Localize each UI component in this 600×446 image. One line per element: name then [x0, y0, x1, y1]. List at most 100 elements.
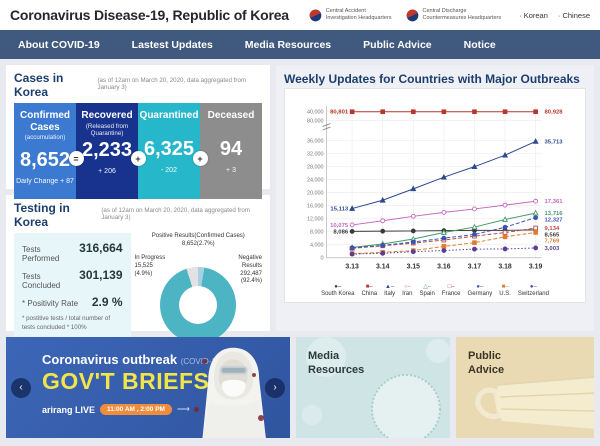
legend-label: Spain: [419, 291, 435, 298]
testing-title: Testing in Korea: [14, 201, 70, 229]
banner-live-label: arirang LIVE: [42, 404, 96, 415]
card-title-line1: Media: [308, 350, 340, 362]
testing-stats: Tests Performed 316,664 Tests Concluded …: [14, 233, 131, 349]
stat-label: Quarantined: [139, 110, 199, 121]
lang-chinese[interactable]: · Chinese: [557, 10, 590, 20]
weekly-chart-box: 0 4,000 8,000 12,000 16,000 20,000 24,000 28,00…: [284, 88, 586, 304]
banner-headline: Coronavirus outbreak: [42, 352, 178, 367]
public-advice-card[interactable]: Public Advice: [456, 337, 594, 438]
svg-text:10,075: 10,075: [330, 223, 349, 229]
svg-text:8,000: 8,000: [310, 230, 324, 236]
weekly-panel: Weekly Updates for Countries with Major …: [276, 65, 594, 331]
main-content: Cases in Korea (as of 12am on March 20, …: [0, 59, 600, 349]
cases-panel: Cases in Korea (as of 12am on March 20, …: [6, 65, 270, 199]
svg-text:80,801: 80,801: [330, 110, 349, 116]
chevron-right-icon: ›: [273, 382, 277, 393]
row-value: 301,139: [79, 268, 123, 282]
taegeuk-logo-icon: [309, 9, 322, 21]
donut-label-inprogress-pct: (4.9%): [134, 270, 153, 277]
legend-marker-icon: □–: [447, 284, 455, 291]
svg-text:12,000: 12,000: [307, 217, 324, 223]
legend-label: Switzerland: [517, 291, 549, 298]
hq-badges: Central Accident Investigation Headquart…: [309, 8, 501, 22]
svg-text:32,000: 32,000: [307, 152, 324, 158]
legend-label: South Korea: [321, 291, 355, 298]
arrow-right-icon: ⟶: [176, 404, 190, 414]
testing-row: Tests Concluded 301,139: [22, 268, 123, 290]
badge-label-line2: Investigation Headquarters: [325, 15, 392, 21]
legend-marker-icon: △–: [423, 284, 432, 291]
stat-recovered: Recovered (Released from Quarantine) 2,2…: [76, 103, 138, 199]
row-label: * Positivity Rate: [22, 299, 79, 308]
testing-row: Tests Performed 316,664: [22, 241, 123, 263]
donut-label-negative: Negative: [238, 255, 262, 261]
svg-text:12,327: 12,327: [545, 217, 564, 223]
stat-confirmed: Confirmed Cases (accumulation) 8,652 Dai…: [14, 103, 76, 199]
weekly-title: Weekly Updates for Countries with Major …: [284, 72, 580, 86]
carousel-prev-button[interactable]: ‹: [11, 377, 31, 398]
legend-label: Germany: [467, 291, 493, 298]
nav-public-advice[interactable]: Public Advice: [363, 38, 432, 51]
svg-text:20,000: 20,000: [307, 191, 324, 197]
svg-text:8,565: 8,565: [545, 232, 560, 238]
badge-central-accident: Central Accident Investigation Headquart…: [309, 8, 392, 22]
stat-sublabel: (accumulation): [24, 134, 66, 141]
svg-text:40,000: 40,000: [307, 110, 324, 116]
media-resources-card[interactable]: Media Resources: [296, 337, 450, 438]
legend-marker-icon: ●–: [334, 284, 342, 291]
carousel-next-button[interactable]: ›: [265, 377, 285, 398]
legend-item-china: ■– China: [361, 284, 377, 297]
badge-label-line1: Central Discharge: [422, 8, 467, 15]
testing-donut-area: Positive Results(Confirmed Cases) 8,652(…: [135, 233, 262, 349]
donut-label-positive: Positive Results(Confirmed Cases): [151, 233, 245, 239]
stat-sublabel: (Released from Quarantine): [85, 122, 129, 137]
svg-text:3.13: 3.13: [345, 264, 359, 271]
nav-lastest-updates[interactable]: Lastest Updates: [131, 38, 213, 51]
row-label: Tests Performed: [22, 245, 60, 263]
stat-change: - 202: [161, 166, 177, 174]
lang-korean[interactable]: · Korean: [519, 10, 548, 20]
legend-label: Iran: [402, 291, 413, 298]
virus-dot-icon: [252, 373, 256, 377]
nav-media-resources[interactable]: Media Resources: [244, 38, 332, 51]
svg-text:4,000: 4,000: [310, 243, 324, 249]
legend-marker-icon: ●–: [529, 284, 537, 291]
banner-title: GOV'T BRIEFS: [42, 368, 210, 394]
govt-briefs-banner[interactable]: Coronavirus outbreak (COVID-19) GOV'T BR…: [6, 337, 290, 438]
banner-times-pill: 11:00 AM , 2:00 PM: [100, 404, 172, 415]
stat-change: + 3: [226, 166, 236, 174]
chevron-left-icon: ‹: [19, 382, 23, 393]
nav-notice[interactable]: Notice: [463, 38, 496, 51]
svg-text:16,000: 16,000: [307, 204, 324, 210]
svg-text:13,716: 13,716: [545, 211, 564, 217]
legend-item-germany: ●– Germany: [468, 284, 493, 297]
donut-hole: [179, 286, 218, 324]
virus-dot-icon: [202, 359, 207, 364]
language-switcher: · Korean · Chinese: [519, 11, 590, 20]
svg-text:3.17: 3.17: [468, 264, 482, 271]
legend-label: China: [361, 291, 378, 298]
testing-row: * Positivity Rate 2.9 %: [22, 295, 123, 309]
row-label: Tests Concluded: [22, 272, 61, 290]
virus-dot-icon: [194, 407, 199, 412]
legend-marker-icon: ●–: [476, 284, 484, 291]
svg-text:7,769: 7,769: [545, 239, 560, 245]
stat-sublabel: [200, 122, 262, 136]
svg-text:3.15: 3.15: [407, 264, 421, 271]
donut-label-inprogress: In Progress: [134, 255, 166, 261]
donut-label-negative-pct: (92.4%): [240, 278, 262, 285]
svg-text:3.19: 3.19: [529, 264, 543, 271]
donut-label-inprogress-value: 15,525: [134, 262, 153, 269]
nav-about-covid19[interactable]: About COVID-19: [18, 38, 100, 51]
svg-text:36,000: 36,000: [307, 139, 324, 145]
svg-text:3.18: 3.18: [498, 264, 512, 271]
banner-covid-tag: (COVID-19): [181, 357, 223, 366]
stat-label: Deceased: [207, 110, 255, 121]
card-title-line2: Advice: [468, 364, 505, 377]
stat-change: Daily Change + 87: [16, 178, 74, 185]
donut-label-positive-value: 8,652(2.7%): [181, 240, 215, 247]
svg-text:8,086: 8,086: [333, 229, 348, 235]
card-title-line1: Public: [468, 350, 502, 362]
testing-panel: Testing in Korea (as of 12am on March 20…: [6, 195, 270, 349]
chart-legend: ●– South Korea ■– China ▲– Italy ○– Iran △– Spain…: [287, 284, 583, 300]
